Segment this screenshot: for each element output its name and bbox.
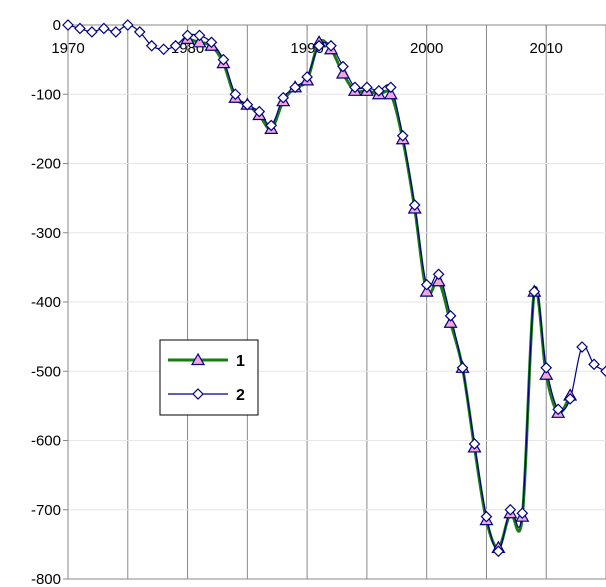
- data-point: [383, 87, 398, 100]
- y-tick-label: 0: [53, 17, 61, 34]
- data-point: [349, 81, 361, 94]
- data-point: [456, 361, 469, 374]
- data-point: [552, 403, 565, 416]
- data-point: [504, 503, 517, 516]
- data-point: [74, 22, 86, 35]
- data-point: [289, 81, 302, 94]
- data-point: [121, 19, 134, 31]
- series-layer: [62, 19, 606, 558]
- series-line: [67, 24, 606, 552]
- series-1: [187, 37, 572, 550]
- data-point: [516, 507, 529, 520]
- data-point: [480, 510, 493, 523]
- y-tick-label: -300: [31, 225, 61, 242]
- data-point: [133, 26, 146, 38]
- data-point: [419, 284, 434, 297]
- data-point: [600, 365, 606, 378]
- data-point: [384, 81, 397, 94]
- y-tick-label: -600: [31, 433, 61, 450]
- x-tick-label: 2000: [410, 40, 443, 57]
- data-point: [86, 26, 98, 38]
- series-2: [67, 24, 606, 552]
- legend-label: 1: [236, 353, 245, 370]
- data-point: [301, 71, 313, 83]
- y-tick-label: -800: [31, 571, 61, 587]
- data-point: [192, 35, 207, 48]
- data-point: [576, 341, 588, 353]
- data-point: [564, 393, 576, 405]
- data-point: [98, 22, 110, 35]
- data-point: [169, 39, 182, 52]
- data-point: [468, 438, 481, 450]
- y-tick-label: -100: [31, 86, 61, 103]
- data-point: [335, 66, 351, 79]
- data-point: [265, 119, 278, 132]
- data-point: [205, 36, 218, 49]
- data-point: [396, 129, 409, 142]
- series-2-markers: [62, 19, 606, 558]
- y-tick-label: -400: [31, 294, 61, 311]
- data-point: [539, 367, 554, 380]
- data-point: [181, 29, 194, 42]
- horizontal-gridlines: [68, 93, 606, 511]
- data-point: [337, 60, 349, 73]
- data-point: [109, 26, 122, 38]
- data-point: [372, 84, 385, 97]
- series-1-markers: [180, 31, 578, 553]
- data-point: [528, 285, 541, 298]
- data-point: [193, 29, 206, 42]
- legend-box: [159, 339, 259, 416]
- data-point: [588, 358, 600, 371]
- data-point: [157, 43, 170, 56]
- x-tick-label: 1970: [51, 40, 84, 57]
- data-point: [145, 39, 158, 52]
- data-point: [432, 268, 445, 281]
- data-point: [229, 88, 242, 101]
- legend-marker: [190, 352, 206, 366]
- data-point: [540, 361, 553, 374]
- series-line: [187, 37, 572, 550]
- data-point: [431, 274, 446, 287]
- y-tick-label: -500: [31, 363, 61, 380]
- y-tick-label: -700: [31, 502, 61, 519]
- data-point: [313, 39, 325, 52]
- data-point: [444, 310, 457, 322]
- data-point: [361, 81, 373, 94]
- x-tick-labels: 1970 1980 1990 2000 2010: [51, 40, 563, 57]
- data-point: [62, 19, 74, 31]
- data-point: [217, 53, 230, 66]
- data-point: [253, 105, 266, 118]
- data-point: [325, 39, 337, 52]
- data-point: [241, 98, 254, 111]
- x-tick-label: 2010: [530, 40, 563, 57]
- data-point: [408, 199, 421, 211]
- axes: [63, 24, 606, 580]
- data-point: [420, 278, 433, 291]
- legend-marker: [192, 388, 204, 400]
- data-point: [277, 91, 290, 104]
- legend-label: 2: [236, 387, 245, 404]
- data-point: [443, 315, 458, 328]
- legend: 12: [159, 339, 259, 416]
- y-tick-label: -200: [31, 156, 61, 173]
- data-point: [492, 545, 505, 558]
- y-tick-labels: 0 -100 -200 -300 -400 -500 -600 -700 -800: [31, 17, 61, 587]
